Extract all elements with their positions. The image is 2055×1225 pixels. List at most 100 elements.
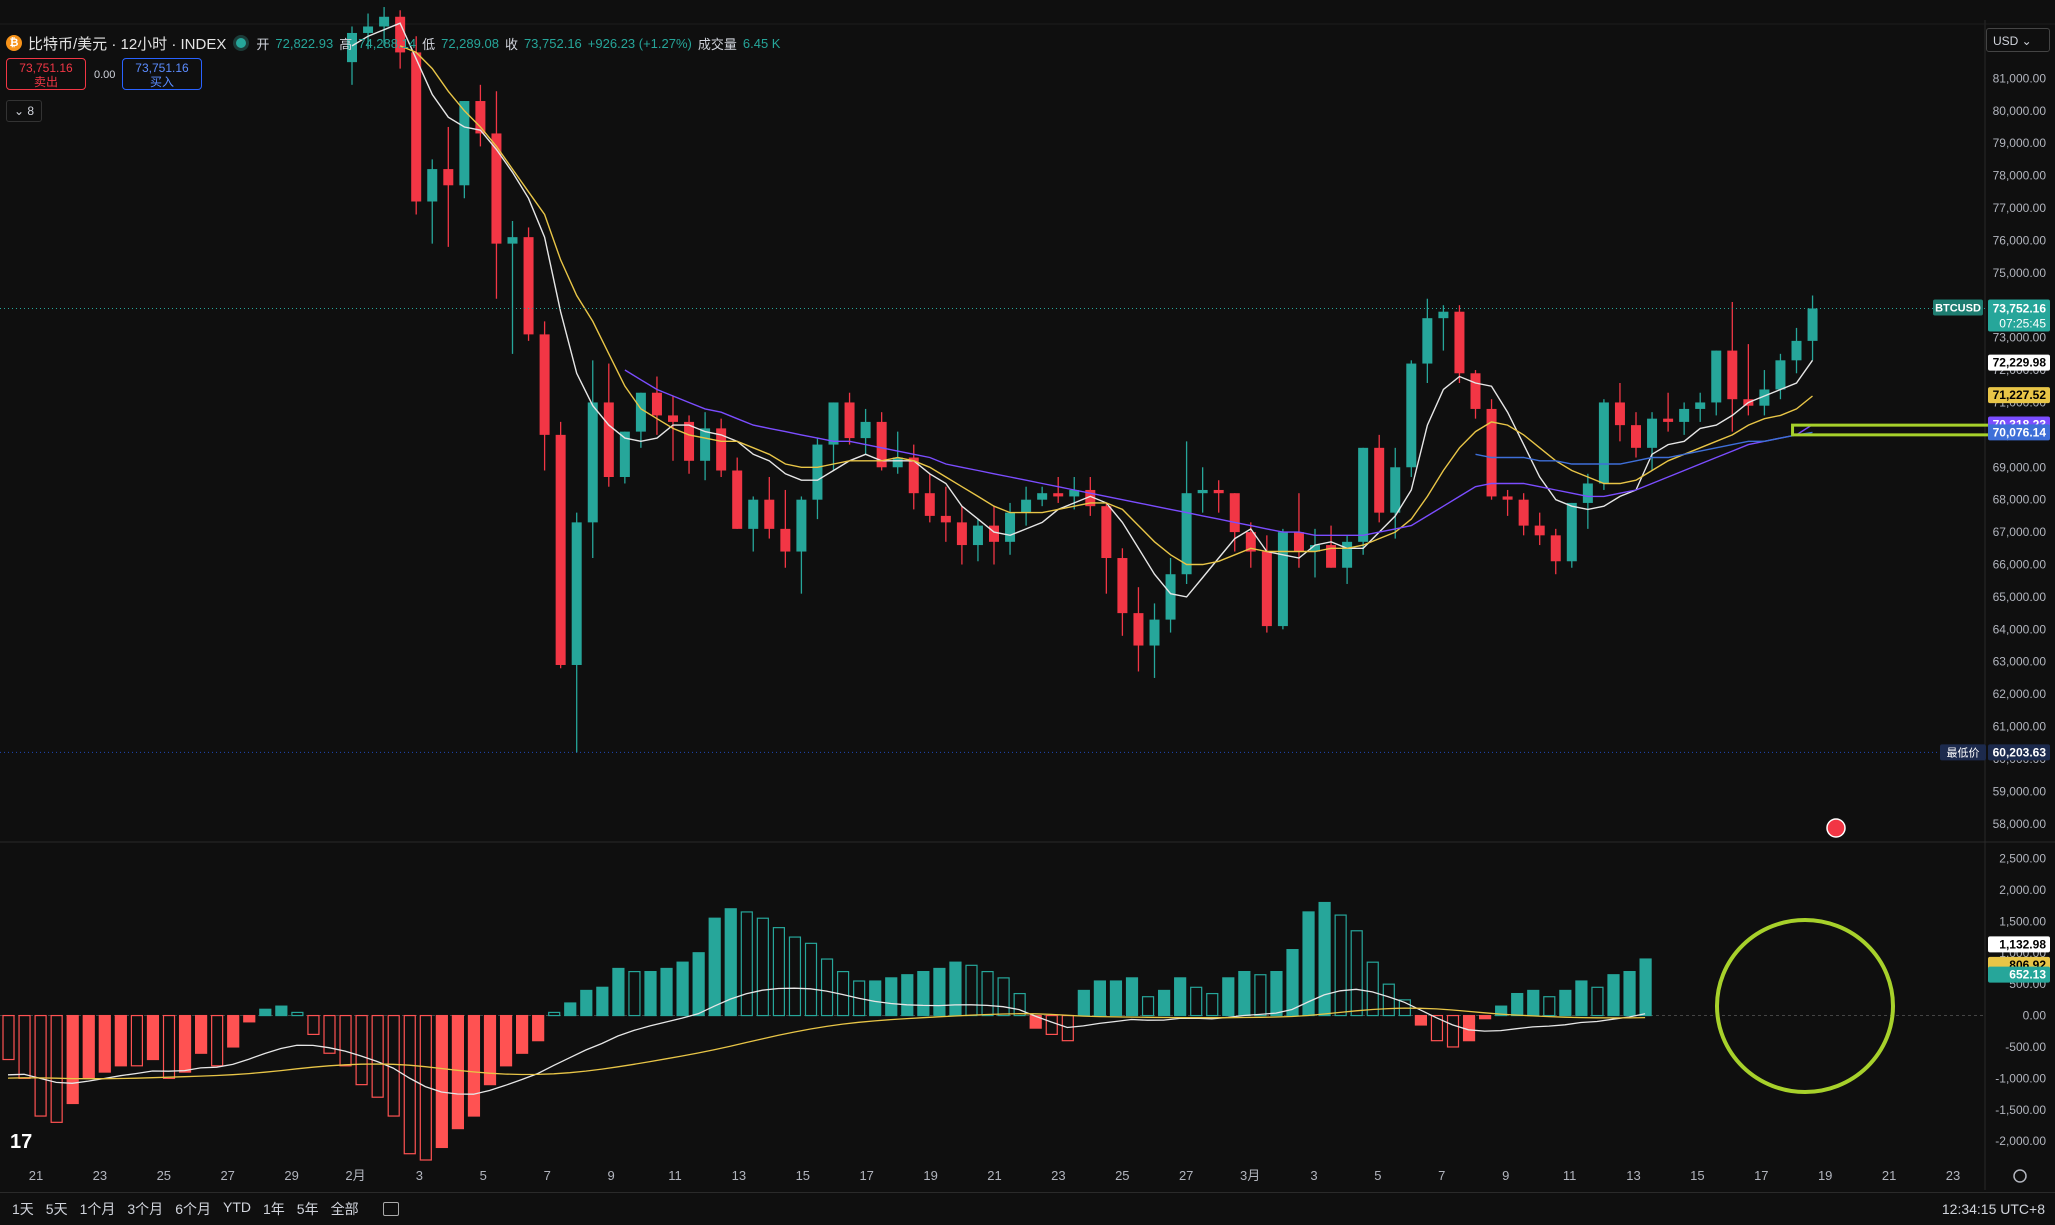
candle-body-40 xyxy=(989,525,999,542)
histogram-bar-83 xyxy=(1334,914,1347,1017)
candle-43 xyxy=(1037,486,1048,507)
candle-body-66 xyxy=(1406,363,1417,468)
range-button-5[interactable]: YTD xyxy=(222,1199,251,1215)
histogram-bar-21 xyxy=(339,1014,352,1067)
calendar-icon[interactable] xyxy=(382,1202,399,1216)
histogram-bar-35 xyxy=(564,1002,577,1017)
histogram-bar-31 xyxy=(499,1014,513,1067)
range-button-4[interactable]: 6个月 xyxy=(175,1201,211,1217)
histogram-bar-63 xyxy=(1013,992,1026,1017)
settings-icon xyxy=(2013,1169,2027,1183)
histogram-bar-39 xyxy=(628,970,641,1017)
currency-value: USD xyxy=(1993,34,2019,48)
candle-60 xyxy=(1310,528,1320,578)
sell-button[interactable]: 73,751.16 卖出 xyxy=(6,58,86,90)
osc-tick-1: 2,000.00 xyxy=(1999,883,2046,897)
osc-tick-8: -1,500.00 xyxy=(1995,1103,2046,1117)
candle-body-34 xyxy=(892,457,903,468)
histogram-bar-99 xyxy=(1591,986,1604,1017)
candle-body-65 xyxy=(1390,467,1401,513)
histogram-bar-98 xyxy=(1575,980,1588,1017)
candle-body-46 xyxy=(1085,489,1096,507)
candle-body-73 xyxy=(1518,499,1529,526)
time-tick-20: 3 xyxy=(1310,1168,1317,1183)
candle-65 xyxy=(1390,447,1401,539)
range-button-7[interactable]: 5年 xyxy=(296,1201,319,1217)
candle-body-0 xyxy=(347,32,357,63)
osc-tick-5: 0.00 xyxy=(2023,1009,2047,1023)
candle-88 xyxy=(1759,370,1770,416)
tradingview-logo-icon: 17 xyxy=(10,1131,32,1153)
candle-body-60 xyxy=(1310,545,1320,552)
close-value: 73,752.16 xyxy=(523,35,582,51)
time-tick-7: 5 xyxy=(480,1168,487,1183)
time-tick-27: 17 xyxy=(1754,1168,1768,1183)
histogram-bar-62 xyxy=(997,977,1010,1017)
candle-64 xyxy=(1374,434,1385,523)
candle-body-30 xyxy=(828,402,839,445)
histogram-bar-76 xyxy=(1222,977,1235,1017)
candle-body-85 xyxy=(1711,350,1722,403)
currency-select[interactable]: USD ⌄ xyxy=(1986,28,2050,52)
candle-84 xyxy=(1695,392,1706,422)
time-tick-1: 23 xyxy=(93,1168,107,1183)
histogram-bar-2 xyxy=(34,1014,47,1117)
histogram-bar-49 xyxy=(788,936,802,1017)
last-symbol-tag: BTCUSD xyxy=(1935,302,1981,314)
range-button-3[interactable]: 3个月 xyxy=(127,1201,164,1217)
candle-7 xyxy=(459,101,470,199)
candle-body-67 xyxy=(1422,318,1433,364)
histogram-bar-50 xyxy=(804,942,818,1017)
sell-price: 73,751.16 xyxy=(19,61,73,75)
candle-body-35 xyxy=(908,457,919,494)
candle-15 xyxy=(587,360,598,559)
histogram-bar-57 xyxy=(917,970,930,1017)
range-button-2[interactable]: 1个月 xyxy=(79,1201,116,1217)
spread-value: 0.00 xyxy=(94,69,116,81)
candle-body-76 xyxy=(1566,502,1577,562)
histogram-bar-0 xyxy=(2,1014,15,1061)
range-button-8[interactable]: 全部 xyxy=(330,1201,359,1217)
histogram-bar-77 xyxy=(1238,970,1251,1017)
volume-label: 成交量 xyxy=(697,36,737,52)
candle-body-18 xyxy=(635,392,646,432)
price-tick-17: 75,000.00 xyxy=(1993,266,2047,280)
candle-4 xyxy=(411,36,422,215)
candle-body-68 xyxy=(1438,311,1449,319)
candle-body-75 xyxy=(1550,535,1561,562)
candle-74 xyxy=(1534,512,1545,546)
histogram-bar-11 xyxy=(178,1014,192,1073)
candle-body-12 xyxy=(539,334,550,435)
candle-body-38 xyxy=(956,522,967,546)
buy-button[interactable]: 73,751.16 买入 xyxy=(122,58,202,90)
symbol-title[interactable]: 比特币/美元 · 12小时 · INDEX xyxy=(28,35,227,53)
time-tick-6: 3 xyxy=(416,1168,423,1183)
histogram-bar-8 xyxy=(130,1014,143,1067)
candle-body-28 xyxy=(796,499,807,552)
candle-47 xyxy=(1101,502,1112,594)
range-button-1[interactable]: 5天 xyxy=(45,1201,68,1217)
candle-body-39 xyxy=(972,525,983,546)
range-button-0[interactable]: 1天 xyxy=(12,1201,34,1217)
candle-body-20 xyxy=(668,415,678,422)
range-button-6[interactable]: 1年 xyxy=(262,1201,285,1217)
histogram-bar-73 xyxy=(1174,977,1187,1017)
indicators-toggle-button[interactable]: ⌄ 8 xyxy=(6,100,42,122)
candle-9 xyxy=(491,91,502,299)
candle-body-89 xyxy=(1775,360,1786,390)
candle-54 xyxy=(1213,480,1224,513)
candle-78 xyxy=(1598,399,1609,490)
histogram-bar-64 xyxy=(1029,1014,1042,1029)
range-buttons: 1天 5天 1个月 3个月 6个月 YTD 1年 5年 全部 xyxy=(0,1199,365,1219)
osc-fast-tag-text: 1,132.98 xyxy=(1999,937,2046,951)
candle-41 xyxy=(1005,502,1016,555)
candle-23 xyxy=(716,418,727,477)
highlight-circle xyxy=(1715,918,1895,1094)
osc-fast-line xyxy=(7,987,1646,1095)
histogram-bar-3 xyxy=(50,1014,63,1123)
histogram-bar-33 xyxy=(532,1014,545,1042)
high-value: 74,288.14 xyxy=(358,35,417,51)
candle-36 xyxy=(924,473,935,523)
osc-tick-9: -2,000.00 xyxy=(1995,1134,2046,1148)
